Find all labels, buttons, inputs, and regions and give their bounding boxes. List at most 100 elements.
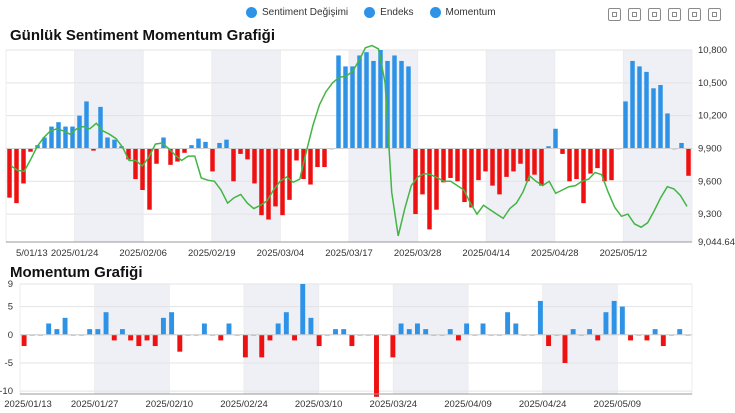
- y-tick-label: 9: [8, 279, 13, 290]
- lasso-icon[interactable]: [648, 8, 661, 21]
- bar: [105, 137, 110, 149]
- bar: [504, 148, 509, 177]
- x-tick-label: 2025/04/28: [531, 248, 579, 259]
- bar: [103, 312, 109, 335]
- bar: [182, 148, 187, 153]
- bar: [136, 334, 142, 347]
- bar: [147, 148, 152, 210]
- save-image-icon[interactable]: [708, 8, 721, 21]
- y-tick-label: 9,600: [698, 176, 722, 187]
- y-tick-label: 9,044.64: [698, 237, 735, 248]
- bar: [95, 329, 101, 335]
- bar: [574, 148, 579, 180]
- momentum-line: [10, 44, 688, 237]
- y-tick-label: 5: [8, 302, 13, 313]
- bar: [287, 148, 292, 200]
- bar: [152, 334, 158, 347]
- bar: [364, 52, 369, 149]
- bar: [308, 148, 313, 185]
- bar: [525, 148, 530, 182]
- bar: [455, 334, 461, 341]
- bar: [570, 329, 576, 335]
- bar: [201, 323, 207, 335]
- bar: [448, 148, 453, 178]
- y-tick-label: 10,500: [698, 78, 727, 89]
- x-tick-label: 2025/03/28: [394, 248, 442, 259]
- bar: [144, 334, 150, 341]
- bar: [154, 148, 159, 164]
- bar: [427, 148, 432, 230]
- legend-label: Sentiment Değişimi: [262, 7, 349, 18]
- bar: [49, 126, 54, 149]
- bar: [595, 334, 601, 341]
- restore-icon[interactable]: [668, 8, 681, 21]
- bar: [392, 55, 397, 149]
- legend-label: Endeks: [380, 7, 414, 18]
- bar: [588, 148, 593, 174]
- bar: [87, 329, 93, 335]
- x-tick-label: 2025/05/12: [600, 248, 648, 259]
- y-tick-label: -10: [0, 386, 13, 397]
- bar: [511, 148, 516, 172]
- x-tick-label: 2025/01/27: [71, 399, 119, 410]
- chart-band: [542, 284, 618, 394]
- bar: [518, 148, 523, 164]
- x-tick-label: 2025/05/09: [594, 399, 642, 410]
- bar: [546, 146, 551, 149]
- legend-label: Momentum: [445, 7, 496, 18]
- bar: [464, 323, 470, 335]
- legend-item[interactable]: Sentiment Değişimi: [246, 7, 348, 18]
- legend-item[interactable]: Endeks: [364, 7, 414, 18]
- bar: [226, 323, 232, 335]
- bar: [532, 148, 537, 175]
- bar: [609, 148, 614, 181]
- data-view-icon[interactable]: [688, 8, 701, 21]
- bar: [349, 334, 355, 347]
- bar: [553, 128, 558, 149]
- bar: [619, 306, 625, 335]
- x-tick-label: 5/01/13: [16, 248, 48, 259]
- y-tick-label: 9,300: [698, 209, 722, 220]
- bar: [595, 148, 600, 169]
- bar: [378, 50, 383, 149]
- zoom-icon[interactable]: [608, 8, 621, 21]
- y-tick-label: 9,900: [698, 143, 722, 154]
- bar: [315, 148, 320, 168]
- bar: [189, 145, 194, 149]
- x-tick-label: 2025/01/24: [51, 248, 99, 259]
- bar: [644, 334, 650, 341]
- bar: [483, 148, 488, 172]
- bar: [231, 148, 236, 182]
- bar: [54, 329, 60, 335]
- bar: [266, 148, 271, 220]
- bar: [350, 66, 355, 149]
- legend-item[interactable]: Momentum: [429, 7, 496, 18]
- bar: [343, 66, 348, 149]
- bar: [70, 126, 75, 149]
- bar: [476, 148, 481, 181]
- bar: [84, 101, 89, 149]
- bar: [294, 148, 299, 161]
- bar: [562, 334, 568, 363]
- x-tick-label: 2025/02/06: [119, 248, 167, 259]
- bar: [462, 148, 467, 203]
- bar: [513, 323, 519, 335]
- bar: [196, 138, 201, 149]
- legend-marker-icon: [364, 7, 376, 18]
- bar: [686, 148, 691, 176]
- chart-band: [393, 284, 468, 394]
- x-tick-label: 2025/02/10: [146, 399, 194, 410]
- bar: [63, 126, 68, 149]
- bar: [128, 334, 134, 341]
- bar: [280, 148, 285, 216]
- bar: [259, 334, 265, 358]
- bar: [292, 334, 297, 341]
- bar: [62, 317, 68, 335]
- bar: [469, 148, 474, 208]
- bar: [177, 334, 183, 352]
- bar: [665, 113, 670, 149]
- bar: [91, 148, 96, 151]
- zoom-reset-icon[interactable]: [628, 8, 641, 21]
- bar: [399, 60, 404, 149]
